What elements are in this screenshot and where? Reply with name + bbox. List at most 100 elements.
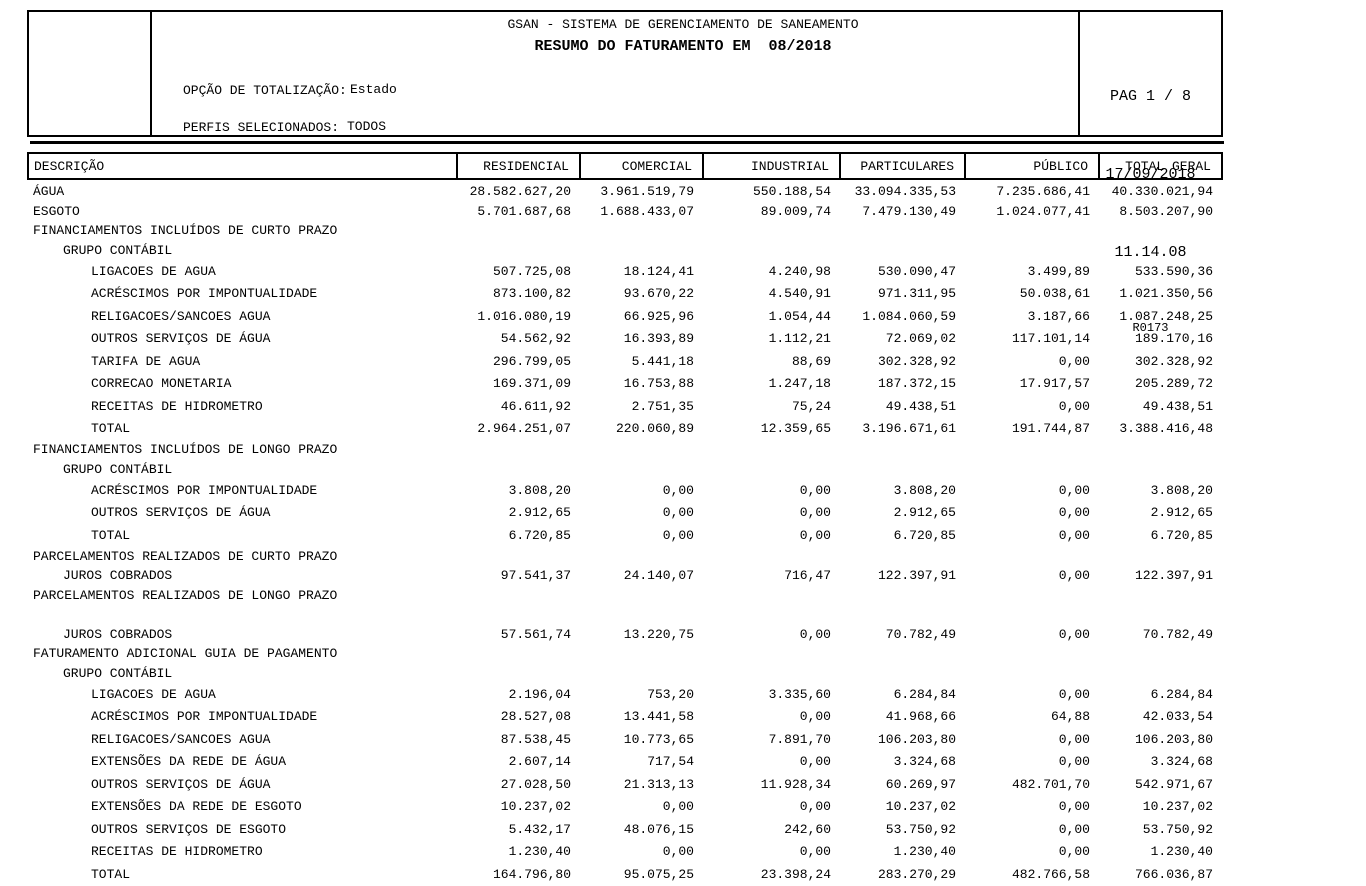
report-title: RESUMO DO FATURAMENTO EM 08/2018: [534, 38, 832, 55]
cell-value: 42.033,54: [1142, 709, 1213, 725]
row-label: ACRÉSCIMOS POR IMPONTUALIDADE: [91, 482, 318, 498]
cell-value: 10.237,02: [1142, 799, 1213, 815]
column-header-particulares: PARTICULARES: [839, 152, 966, 180]
cell-value: 2.964.251,07: [477, 421, 571, 437]
row-label: TOTAL: [91, 866, 131, 882]
row-label: RECEITAS DE HIDROMETRO: [91, 398, 263, 414]
cell-value: 0,00: [1058, 398, 1090, 414]
cell-value: 482.766,58: [1011, 866, 1090, 882]
cell-value: 23.398,24: [760, 866, 831, 882]
cell-value: 40.330.021,94: [1111, 184, 1213, 200]
cell-value: 3.808,20: [1150, 482, 1213, 498]
row-label: JUROS COBRADOS: [63, 626, 173, 642]
cell-value: 2.912,65: [1150, 505, 1213, 521]
cell-value: 11.928,34: [760, 776, 831, 792]
cell-value: 220.060,89: [615, 421, 694, 437]
cell-value: 13.220,75: [623, 626, 694, 642]
row-label: LIGACOES DE AGUA: [91, 686, 216, 702]
cell-value: 169.371,09: [492, 376, 571, 392]
cell-value: 0,00: [1058, 686, 1090, 702]
cell-value: 6.284,84: [893, 686, 956, 702]
table-row: EXTENSÕES DA REDE DE ESGOTO 10.237,02 0,00…: [27, 796, 1223, 819]
cell-value: 70.782,49: [1142, 626, 1213, 642]
cell-value: 766.036,87: [1134, 866, 1213, 882]
cell-value: 1.230,40: [1150, 844, 1213, 860]
table-row: FATURAMENTO ADICIONAL GUIA DE PAGAMENTO: [27, 644, 1223, 664]
cell-value: 0,00: [1058, 527, 1090, 543]
row-label: RECEITAS DE HIDROMETRO: [91, 844, 263, 860]
cell-value: 5.701.687,68: [477, 203, 571, 219]
cell-value: 117.101,14: [1011, 331, 1090, 347]
cell-value: 53.750,92: [1142, 821, 1213, 837]
cell-value: 1.247,18: [768, 376, 831, 392]
cell-value: 10.237,02: [500, 799, 571, 815]
totalization-label: OPÇÃO DE TOTALIZAÇÃO:: [183, 83, 347, 98]
cell-value: 12.359,65: [760, 421, 831, 437]
column-header-comercial: COMERCIAL: [579, 152, 704, 180]
row-label: ÁGUA: [33, 184, 65, 200]
cell-value: 550.188,54: [752, 184, 831, 200]
cell-value: 187.372,15: [877, 376, 956, 392]
cell-value: 0,00: [799, 754, 831, 770]
cell-value: 507.725,08: [492, 263, 571, 279]
cell-value: 7.235.686,41: [996, 184, 1090, 200]
row-label: RELIGACOES/SANCOES AGUA: [91, 731, 271, 747]
report-code: R0173: [1132, 321, 1169, 335]
cell-value: 283.270,29: [877, 866, 956, 882]
cell-value: 242,60: [784, 821, 831, 837]
cell-value: 54.562,92: [500, 331, 571, 347]
cell-value: 1.112,21: [768, 331, 831, 347]
cell-value: 16.393,89: [623, 331, 694, 347]
table-row: TARIFA DE AGUA 296.799,05 5.441,18 88,69 302…: [27, 350, 1223, 373]
cell-value: 530.090,47: [877, 263, 956, 279]
cell-value: 41.968,66: [885, 709, 956, 725]
cell-value: 106.203,80: [877, 731, 956, 747]
cell-value: 21.313,13: [623, 776, 694, 792]
system-title: GSAN - SISTEMA DE GERENCIAMENTO DE SANEA…: [507, 17, 859, 32]
table-row: RECEITAS DE HIDROMETRO 1.230,40 0,00 0,00 1.…: [27, 841, 1223, 864]
table-row: GRUPO CONTÁBIL: [27, 664, 1223, 684]
cell-value: 191.744,87: [1011, 421, 1090, 437]
cell-value: 0,00: [1058, 482, 1090, 498]
column-header-publico: PÚBLICO: [964, 152, 1100, 180]
column-header-industrial: INDUSTRIAL: [702, 152, 841, 180]
table-row: JUROS COBRADOS 97.541,37 24.140,07 716,47 12…: [27, 566, 1223, 586]
cell-value: 2.607,14: [508, 754, 571, 770]
row-label: RELIGACOES/SANCOES AGUA: [91, 308, 271, 324]
cell-value: 48.076,15: [623, 821, 694, 837]
cell-value: 0,00: [1058, 731, 1090, 747]
cell-value: 0,00: [799, 482, 831, 498]
table-row: GRUPO CONTÁBIL: [27, 241, 1223, 261]
cell-value: 4.540,91: [768, 286, 831, 302]
cell-value: 302.328,92: [877, 353, 956, 369]
row-label: ACRÉSCIMOS POR IMPONTUALIDADE: [91, 709, 318, 725]
row-label: OUTROS SERVIÇOS DE ÁGUA: [91, 331, 271, 347]
cell-value: 18.124,41: [623, 263, 694, 279]
cell-value: 0,00: [662, 505, 694, 521]
table-row: OUTROS SERVIÇOS DE ÁGUA 27.028,50 21.313,1…: [27, 773, 1223, 796]
cell-value: 97.541,37: [500, 568, 571, 584]
cell-value: 95.075,25: [623, 866, 694, 882]
row-label: PARCELAMENTOS REALIZADOS DE LONGO PRAZO: [33, 587, 338, 603]
table-row: TOTAL 164.796,80 95.075,25 23.398,24 283.270…: [27, 863, 1223, 886]
table-row: LIGACOES DE AGUA 2.196,04 753,20 3.335,60 6.…: [27, 683, 1223, 706]
cell-value: 542.971,67: [1134, 776, 1213, 792]
row-label: EXTENSÕES DA REDE DE ÁGUA: [91, 754, 287, 770]
cell-value: 122.397,91: [877, 568, 956, 584]
cell-value: 1.230,40: [893, 844, 956, 860]
table-row: FINANCIAMENTOS INCLUÍDOS DE LONGO PRAZO: [27, 440, 1223, 460]
table-row: ÁGUA 28.582.627,20 3.961.519,79 550.188,54 3…: [27, 182, 1223, 202]
column-header-descricao: DESCRIÇÃO: [27, 152, 458, 180]
row-label: TOTAL: [91, 527, 131, 543]
cell-value: 57.561,74: [500, 626, 571, 642]
cell-value: 0,00: [1058, 353, 1090, 369]
cell-value: 33.094.335,53: [854, 184, 956, 200]
table-row: RECEITAS DE HIDROMETRO 46.611,92 2.751,35 7…: [27, 395, 1223, 418]
cell-value: 164.796,80: [492, 866, 571, 882]
row-label: TOTAL: [91, 421, 131, 437]
cell-value: 716,47: [784, 568, 831, 584]
table-row: RELIGACOES/SANCOES AGUA 87.538,45 10.773,6…: [27, 728, 1223, 751]
cell-value: 0,00: [1058, 821, 1090, 837]
cell-value: 10.237,02: [885, 799, 956, 815]
header-main: OPÇÃO DE TOTALIZAÇÃO: Estado PERFIS SELE…: [152, 12, 1080, 135]
